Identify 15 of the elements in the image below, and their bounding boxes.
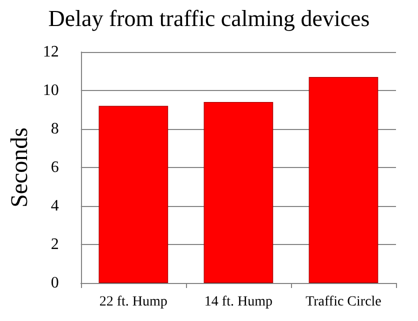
bar <box>98 106 168 283</box>
y-axis-title: Seconds <box>7 128 33 208</box>
y-tick-label: 6 <box>50 159 59 176</box>
y-tick-label: 4 <box>50 198 59 214</box>
x-tick-label: Traffic Circle <box>306 294 382 310</box>
y-tick-label: 8 <box>50 120 59 138</box>
y-tick-label: 12 <box>42 44 59 60</box>
bar <box>204 102 274 283</box>
x-tick-label: 14 ft. Hump <box>204 294 272 310</box>
bar <box>308 77 378 283</box>
x-tick-label: 22 ft. Hump <box>99 294 168 310</box>
chart-title: Delay from traffic calming devices <box>48 6 370 31</box>
y-tick-label: 0 <box>50 274 59 292</box>
y-tick-label: 2 <box>50 236 59 253</box>
y-tick-label: 10 <box>42 82 59 99</box>
